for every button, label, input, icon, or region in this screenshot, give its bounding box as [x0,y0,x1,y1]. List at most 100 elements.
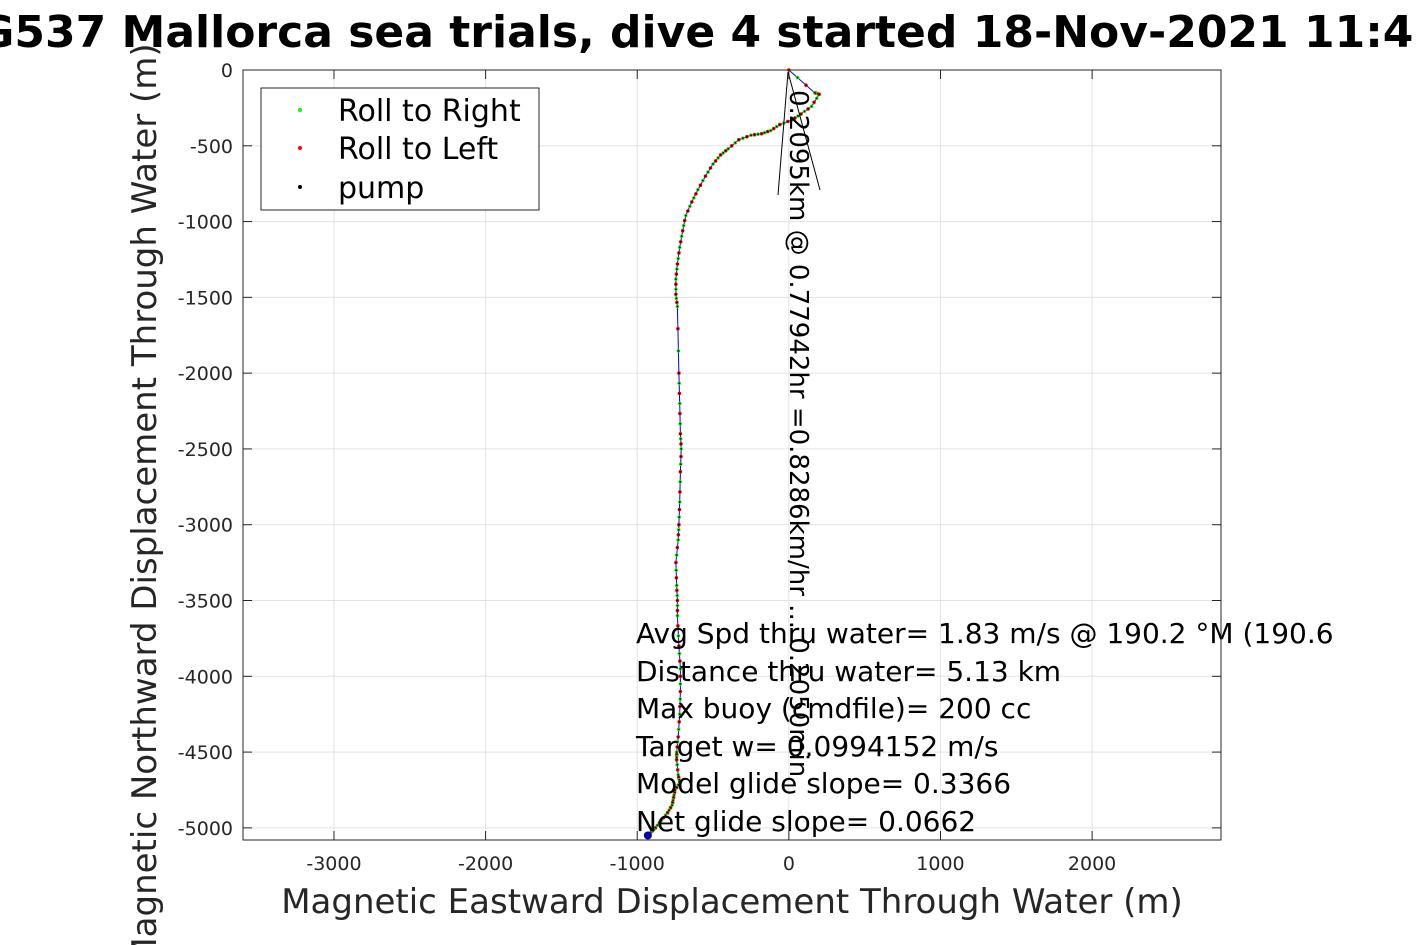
pump-marker [664,814,667,817]
pump-marker [677,784,680,786]
pump-marker [675,756,678,758]
pump-marker [750,134,752,137]
chart-title: SG537 Mallorca sea trials, dive 4 starte… [0,7,1413,58]
pump-marker [697,188,699,191]
legend-marker-roll-left [298,146,302,150]
pump-marker [680,448,683,450]
pump-marker [676,594,679,597]
y-tick-label: 0 [221,60,233,82]
y-tick-label: -1500 [178,287,233,309]
pump-marker [678,382,681,385]
x-tick-label: 2000 [1068,853,1116,875]
pump-marker [675,293,677,296]
pump-marker [673,794,675,796]
legend-box [260,87,540,211]
pump-marker [679,690,682,693]
pump-marker [679,705,681,708]
track-end-marker [643,831,652,840]
y-tick-label: -2000 [178,363,233,385]
pump-marker [680,235,683,238]
pump-marker [684,214,687,217]
pump-marker [679,422,682,425]
axes-box [242,69,1222,841]
pump-marker [702,179,704,182]
pump-marker [714,160,717,162]
pump-marker [675,554,678,556]
pump-marker [678,501,681,503]
pump-marker [678,523,680,526]
pump-marker [675,584,678,587]
pump-marker [679,240,682,243]
pump-marker [675,786,678,789]
pump-marker [678,652,681,655]
pump-marker [676,614,679,617]
pump-marker [679,675,682,678]
pump-marker [676,599,679,602]
stat-net-glide-slope: Net glide slope= 0.0662 [636,805,976,838]
pump-marker [786,120,789,123]
pump-marker [813,101,815,104]
pump-marker [679,491,681,493]
pump-marker [742,137,744,140]
pump-marker [724,149,727,152]
pump-marker [679,432,682,435]
pump-marker [673,791,676,794]
x-tick-label: 1000 [916,853,964,875]
stat-distance: Distance thru water= 5.13 km [636,655,1061,688]
pump-marker [676,741,679,743]
pump-marker [677,327,679,330]
pump-marker [675,288,677,291]
pump-marker [719,154,722,156]
pump-marker [675,758,678,761]
pump-marker [746,135,748,138]
pump-marker [676,305,679,308]
pump-marker [682,224,685,227]
pump-marker [675,273,678,275]
pump-marker [676,546,679,549]
pump-marker [737,138,740,141]
y-tick-label: -500 [190,136,233,158]
y-tick-label: -4500 [178,742,233,764]
pump-marker [803,110,806,113]
pump-marker [797,115,799,117]
y-tick-label: -3500 [178,591,233,613]
pump-marker [695,192,697,195]
y-tick-labels: 0 -500 -1000 -1500 -2000 -2500 -3000 -3500 -4000… [178,60,233,840]
pump-marker [668,809,670,812]
pump-marker [678,392,681,395]
pump-marker [672,799,674,801]
pump-marker [656,824,659,827]
pump-marker [677,528,680,531]
pump-marker [676,301,678,304]
pump-marker [660,819,663,822]
annotation-leader-line [787,71,821,191]
pump-marker [677,736,680,738]
pump-marker [676,763,679,766]
pump-marker [676,263,679,265]
pump-marker [679,667,682,670]
pump-marker [676,768,679,771]
legend-marker-pump [298,185,302,189]
y-tick-label: -1000 [178,212,233,234]
legend-label-pump: pump [338,171,424,206]
legend-label-roll-right: Roll to Right [338,94,521,129]
pump-marker [679,480,682,483]
pump-marker [676,746,679,748]
y-axis-label: Magnetic Northward Displacement Through … [125,43,165,945]
pump-marker [672,796,675,799]
pump-marker [712,163,714,165]
y-tick-label: -4000 [178,666,233,688]
pump-marker [678,372,680,374]
pump-marker [677,350,680,352]
pump-marker [775,125,778,128]
pump-marker [675,576,678,579]
pump-marker [683,219,686,222]
pump-marker [763,131,766,134]
pump-marker [671,804,673,806]
x-tick-label: 0 [783,853,795,875]
pump-marker [727,147,730,150]
pump-marker [686,210,689,212]
legend-marker-roll-right [298,108,302,112]
pump-marker [688,205,691,208]
